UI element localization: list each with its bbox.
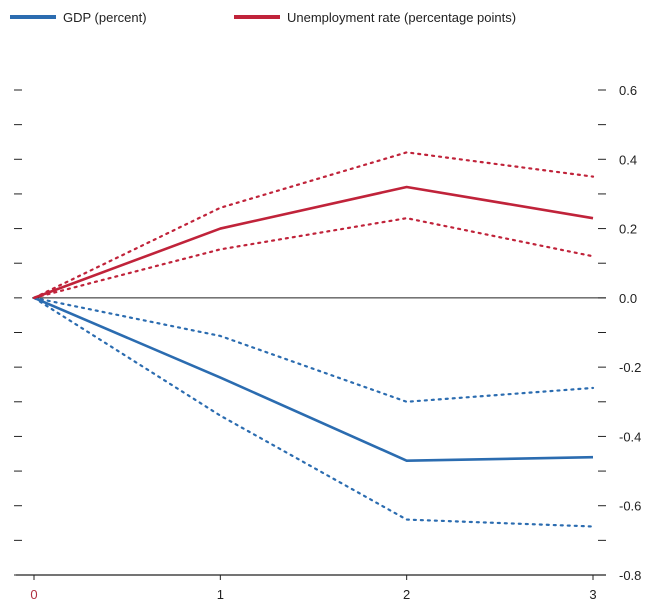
gdp-lower-band (32, 296, 595, 528)
legend: GDP (percent) Unemployment rate (percenta… (10, 10, 516, 25)
y-tick-label: -0.2 (619, 360, 641, 375)
y-tick-label: -0.6 (619, 499, 641, 514)
x-tick-label: 2 (403, 587, 410, 602)
y-tick-label: 0.2 (619, 222, 637, 237)
x-tick-label: 0 (30, 587, 37, 602)
x-tick-label: 1 (217, 587, 224, 602)
legend-label-gdp: GDP (percent) (63, 10, 147, 25)
gdp-upper-band (32, 296, 595, 403)
x-ticks: 0 1 2 3 (30, 575, 597, 602)
unemployment-line (33, 185, 594, 300)
y-tick-label: 0.6 (619, 83, 637, 98)
legend-label-unemployment: Unemployment rate (percentage points) (287, 10, 516, 25)
y-ticks: 0.6 0.4 0.2 0.0 -0.2 -0.4 -0.6 -0.8 (14, 83, 641, 583)
unemployment-lower-band (32, 217, 595, 299)
gdp-line (33, 296, 594, 462)
y-tick-label: -0.8 (619, 568, 641, 583)
y-tick-label: 0.4 (619, 152, 637, 167)
y-tick-label: -0.4 (619, 429, 641, 444)
y-tick-label: 0.0 (619, 291, 637, 306)
x-tick-label: 3 (589, 587, 596, 602)
series-layer (32, 151, 595, 528)
